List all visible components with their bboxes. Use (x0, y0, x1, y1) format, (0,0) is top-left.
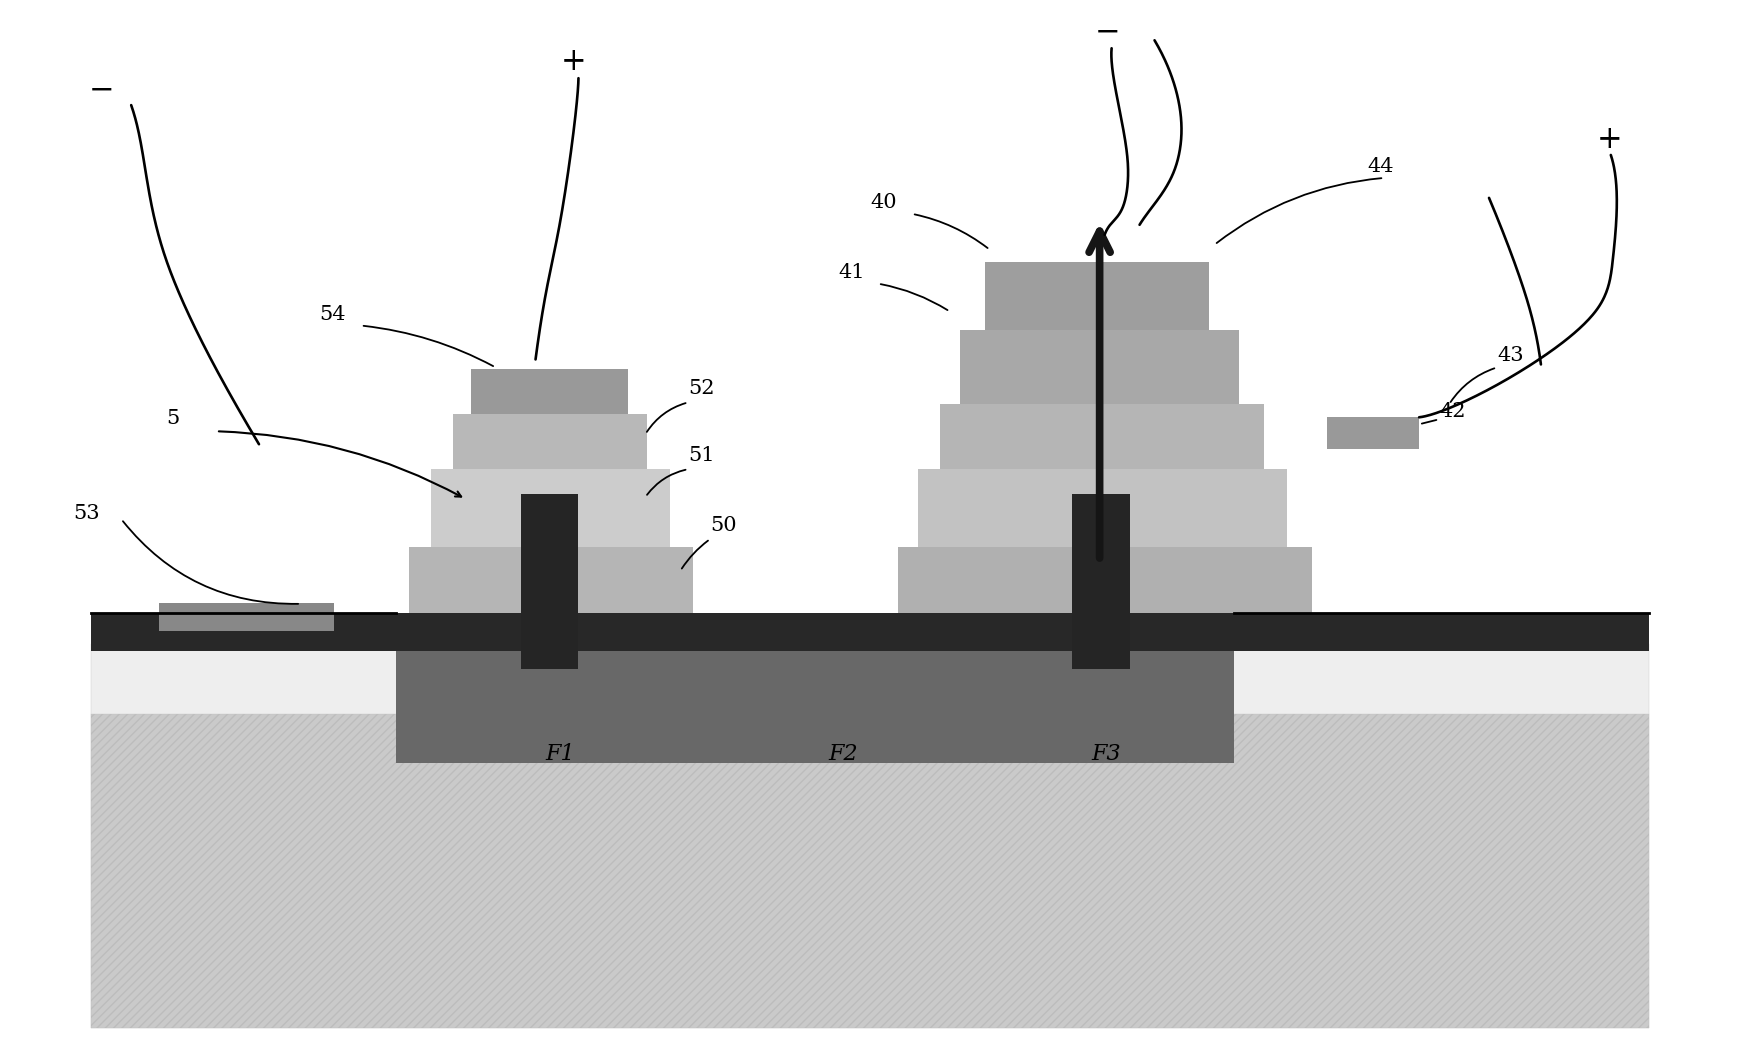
Bar (409, 546, 692, 613)
Text: 50: 50 (710, 516, 736, 535)
Text: 41: 41 (838, 263, 864, 282)
Text: +: + (1596, 124, 1621, 155)
Text: 54: 54 (318, 305, 344, 324)
Text: 42: 42 (1438, 402, 1464, 421)
Bar (984, 262, 1209, 329)
Bar (431, 469, 670, 546)
Text: F3: F3 (1090, 743, 1120, 766)
Text: −: − (1094, 16, 1120, 48)
Bar (470, 370, 628, 414)
Bar (90, 714, 1649, 1027)
Bar (960, 329, 1238, 405)
Bar (158, 603, 334, 631)
Bar (90, 714, 1649, 1027)
Text: 44: 44 (1367, 157, 1393, 176)
Text: F2: F2 (828, 743, 857, 766)
Bar (90, 613, 1649, 650)
Bar (918, 469, 1287, 546)
Bar (395, 639, 1233, 764)
Text: 40: 40 (870, 193, 896, 212)
Text: 52: 52 (689, 379, 715, 398)
Bar (939, 405, 1264, 469)
Text: 53: 53 (73, 504, 99, 523)
Bar (520, 495, 577, 668)
Text: +: + (560, 47, 586, 77)
Text: F1: F1 (546, 743, 576, 766)
Bar (90, 644, 1649, 714)
Bar (897, 546, 1311, 613)
Text: 51: 51 (689, 446, 715, 465)
Text: −: − (89, 74, 115, 105)
Bar (452, 414, 647, 469)
Bar (1071, 495, 1129, 668)
Text: 5: 5 (165, 409, 179, 428)
Text: 43: 43 (1496, 346, 1523, 365)
Bar (1327, 417, 1419, 449)
